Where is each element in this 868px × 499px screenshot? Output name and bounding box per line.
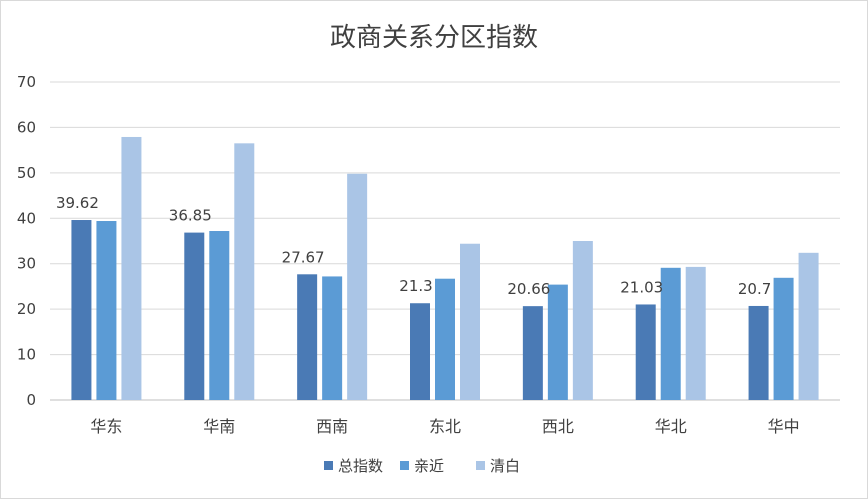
legend-swatch	[476, 461, 485, 470]
y-tick-label: 40	[17, 209, 36, 227]
bar-亲近-华南	[209, 231, 230, 400]
data-label: 36.85	[169, 207, 212, 225]
bar-亲近-西南	[322, 276, 343, 400]
chart-title: 政商关系分区指数	[330, 23, 538, 53]
x-category-label: 华中	[768, 417, 800, 436]
x-category-label: 华北	[655, 417, 687, 436]
x-category-label: 西北	[542, 417, 574, 436]
legend-label: 亲近	[414, 457, 444, 475]
bar-清白-华南	[234, 143, 255, 401]
bar-总指数-西南	[297, 274, 318, 400]
bar-总指数-华南	[184, 232, 205, 400]
x-category-label: 东北	[429, 417, 461, 436]
legend-label: 总指数	[338, 457, 383, 475]
bar-总指数-华东	[71, 220, 92, 400]
bar-清白-西北	[572, 241, 593, 400]
bar-清白-东北	[460, 243, 480, 400]
bar-清白-华中	[798, 252, 819, 400]
data-label: 21.3	[399, 277, 432, 295]
data-label: 39.62	[56, 194, 99, 212]
y-tick-label: 70	[17, 73, 36, 91]
bar-亲近-华东	[96, 221, 117, 400]
bar-清白-华北	[685, 266, 706, 400]
data-labels: 39.62 36.85 27.67 21.3 20.66 21.03 20.7	[56, 194, 771, 298]
data-label: 20.66	[507, 280, 550, 298]
y-tick-label: 20	[17, 300, 36, 318]
y-tick-label: 0	[26, 391, 36, 409]
legend-swatch	[400, 461, 409, 470]
bar-总指数-东北	[410, 303, 430, 400]
x-category-label: 西南	[316, 417, 348, 436]
x-category-label: 华东	[90, 417, 122, 436]
y-tick-label: 30	[17, 255, 36, 273]
bar-总指数-西北	[522, 306, 543, 400]
bar-清白-华东	[121, 136, 142, 400]
gridlines	[50, 81, 840, 401]
x-axis-categories: 华东 华南 西南 东北 西北 华北 华中	[90, 417, 799, 436]
y-axis-ticks: 0 10 20 30 40 50 60 70	[17, 73, 36, 409]
x-category-label: 华南	[203, 417, 235, 436]
legend: 总指数 亲近 清白	[324, 457, 520, 475]
bar-亲近-西北	[547, 284, 568, 400]
bar-亲近-东北	[435, 278, 455, 400]
legend-swatch	[324, 461, 333, 470]
data-label: 21.03	[620, 278, 663, 296]
bar-总指数-华中	[748, 305, 769, 400]
bar-亲近-华中	[773, 277, 794, 400]
bar-清白-西南	[347, 173, 368, 400]
legend-label: 清白	[490, 457, 520, 475]
y-tick-label: 60	[17, 118, 36, 136]
bar-总指数-华北	[635, 304, 656, 400]
data-label: 27.67	[282, 248, 325, 266]
y-tick-label: 10	[17, 346, 36, 364]
bars	[71, 136, 819, 401]
bar-亲近-华北	[660, 267, 681, 400]
data-label: 20.7	[738, 280, 771, 298]
y-tick-label: 50	[17, 164, 36, 182]
